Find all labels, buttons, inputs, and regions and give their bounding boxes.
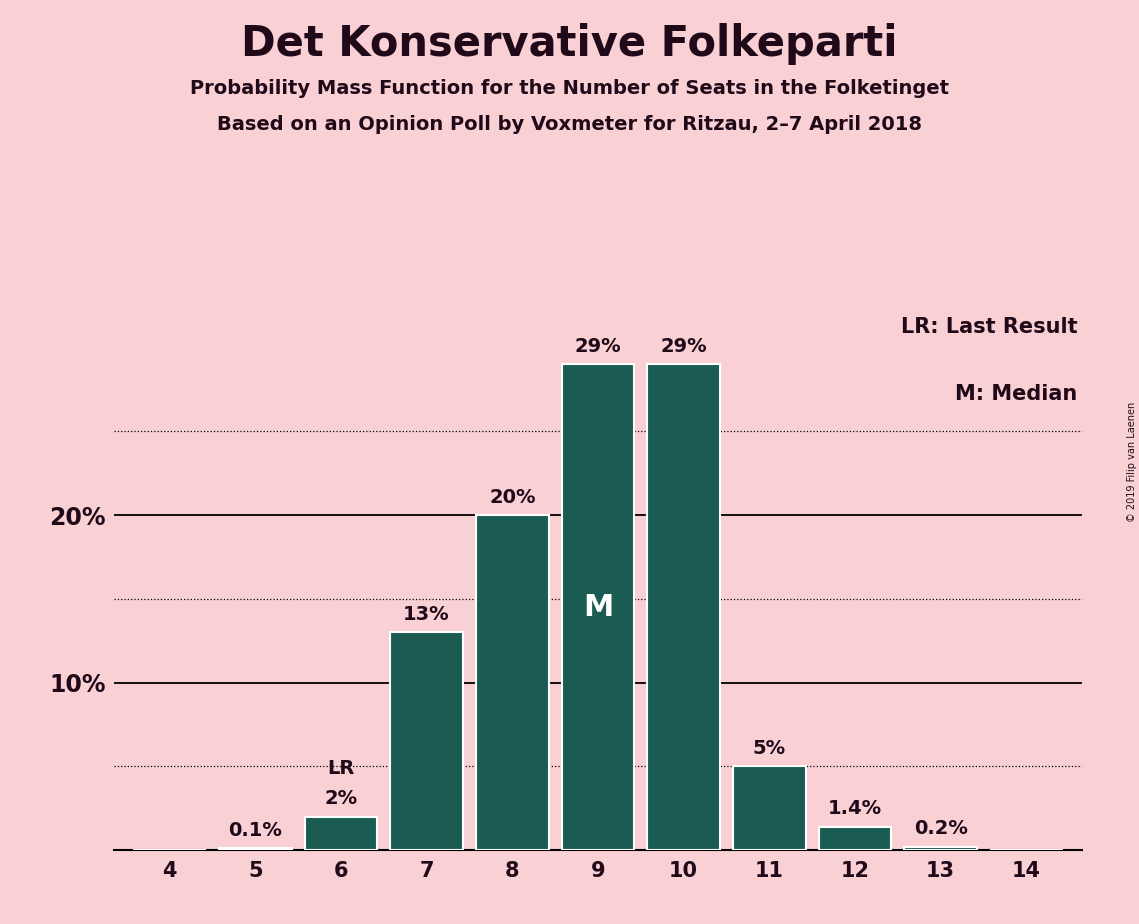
Bar bbox=[819, 827, 892, 850]
Text: Probability Mass Function for the Number of Seats in the Folketinget: Probability Mass Function for the Number… bbox=[190, 79, 949, 98]
Bar bbox=[904, 846, 977, 850]
Text: 0.2%: 0.2% bbox=[913, 820, 968, 838]
Text: M: Median: M: Median bbox=[954, 383, 1077, 404]
Bar bbox=[391, 632, 464, 850]
Text: 1.4%: 1.4% bbox=[828, 799, 882, 819]
Bar bbox=[219, 848, 292, 850]
Bar bbox=[732, 766, 805, 850]
Bar bbox=[476, 516, 549, 850]
Text: 2%: 2% bbox=[325, 789, 358, 808]
Bar bbox=[562, 364, 634, 850]
Text: M: M bbox=[583, 592, 613, 622]
Bar bbox=[647, 364, 720, 850]
Text: 5%: 5% bbox=[753, 739, 786, 758]
Text: 13%: 13% bbox=[403, 605, 450, 624]
Text: 20%: 20% bbox=[489, 488, 535, 506]
Text: 29%: 29% bbox=[575, 337, 621, 356]
Bar bbox=[304, 817, 377, 850]
Text: LR: LR bbox=[327, 759, 354, 778]
Text: 0.1%: 0.1% bbox=[228, 821, 282, 840]
Text: LR: Last Result: LR: Last Result bbox=[901, 317, 1077, 337]
Text: © 2019 Filip van Laenen: © 2019 Filip van Laenen bbox=[1126, 402, 1137, 522]
Text: Det Konservative Folkeparti: Det Konservative Folkeparti bbox=[241, 23, 898, 65]
Text: Based on an Opinion Poll by Voxmeter for Ritzau, 2–7 April 2018: Based on an Opinion Poll by Voxmeter for… bbox=[218, 116, 921, 135]
Text: 29%: 29% bbox=[661, 337, 707, 356]
